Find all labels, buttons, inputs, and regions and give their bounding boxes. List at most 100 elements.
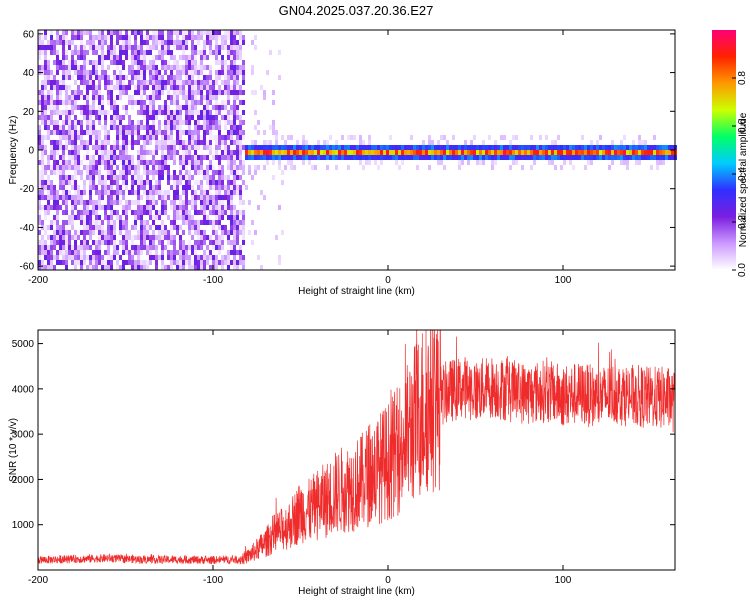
spectrogram-cell <box>332 155 335 160</box>
spectrogram-cell <box>200 100 203 105</box>
spectrogram-cell <box>83 240 86 245</box>
spectrogram-cell <box>38 255 41 260</box>
spectrogram-cell <box>95 50 98 55</box>
spectrogram-cell <box>98 260 101 265</box>
spectrogram-cell <box>347 155 350 160</box>
spectrogram-cell <box>206 155 209 160</box>
spectrogram-cell <box>149 115 152 120</box>
spectrogram-cell <box>107 245 110 250</box>
spectrogram-cell <box>239 70 242 75</box>
spectrogram-cell <box>185 190 188 195</box>
spectrogram-cell <box>233 75 236 80</box>
spectrogram-cell <box>227 50 230 55</box>
spectrogram-cell <box>89 225 92 230</box>
spectrogram-cell <box>122 235 125 240</box>
spectrogram-cell <box>71 90 74 95</box>
spectrogram-cell <box>221 80 224 85</box>
spectrogram-cell <box>671 155 674 160</box>
spectrogram-cell <box>482 155 485 160</box>
spectrogram-cell <box>293 145 296 150</box>
spectrogram-cell <box>167 110 170 115</box>
spectrogram-cell <box>134 140 137 145</box>
spectrogram-cell <box>416 150 419 155</box>
spectrogram-cell <box>194 260 197 265</box>
spectrogram-cell <box>188 150 191 155</box>
spectrogram-cell <box>68 40 71 45</box>
spectrogram-cell <box>164 60 167 65</box>
spectrogram-cell <box>80 35 83 40</box>
spectrogram-cell <box>359 140 362 145</box>
spectrogram-cell <box>47 45 50 50</box>
spectrogram-cell <box>122 75 125 80</box>
spectrogram-cell <box>56 35 59 40</box>
spectrogram-cell <box>131 130 134 135</box>
spectrogram-cell <box>209 130 212 135</box>
spectrogram-cell <box>230 65 233 70</box>
spectrogram-cell <box>218 90 221 95</box>
spectrogram-cell <box>119 145 122 150</box>
spectrogram-cell <box>41 65 44 70</box>
spectrogram-cell <box>104 230 107 235</box>
spectrogram-cell <box>521 155 524 160</box>
spectrogram-cell <box>395 145 398 150</box>
spectrogram-cell <box>110 205 113 210</box>
spectrogram-cell <box>236 130 239 135</box>
spectrogram-cell <box>137 65 140 70</box>
spectrogram-cell <box>218 125 221 130</box>
spectrogram-cell <box>74 150 77 155</box>
spectrogram-cell <box>227 150 230 155</box>
spectrogram-cell <box>113 245 116 250</box>
spectrogram-cell <box>179 240 182 245</box>
spectrogram-cell <box>257 255 260 260</box>
spectrogram-cell <box>668 155 671 160</box>
spectrogram-cell <box>125 30 128 35</box>
spectrogram-cell <box>47 180 50 185</box>
spectrogram-cell <box>206 145 209 150</box>
spectrogram-cell <box>80 210 83 215</box>
spectrogram-cell <box>233 235 236 240</box>
spectrogram-cell <box>155 235 158 240</box>
spectrogram-cell <box>110 125 113 130</box>
spectrogram-cell <box>230 230 233 235</box>
spectrogram-cell <box>632 145 635 150</box>
spectrogram-cell <box>152 230 155 235</box>
spectrogram-cell <box>71 210 74 215</box>
spectrogram-cell <box>77 105 80 110</box>
spectrogram-cell <box>98 215 101 220</box>
spectrogram-cell <box>125 235 128 240</box>
spectrogram-cell <box>95 215 98 220</box>
spectrogram-cell <box>137 150 140 155</box>
spectrogram-cell <box>176 225 179 230</box>
spectrogram-cell <box>188 120 191 125</box>
spectrogram-cell <box>233 100 236 105</box>
spectrogram-cell <box>182 65 185 70</box>
spectrogram-cell <box>98 130 101 135</box>
spectrogram-cell <box>287 160 290 165</box>
spectrogram-cell <box>647 155 650 160</box>
spectrogram-cell <box>92 95 95 100</box>
spectrogram-cell <box>47 100 50 105</box>
spectrogram-cell <box>122 225 125 230</box>
spectrogram-cell <box>635 145 638 150</box>
spectrogram-cell <box>179 165 182 170</box>
spectrogram-cell <box>128 80 131 85</box>
spectrogram-cell <box>191 145 194 150</box>
spectrogram-cell <box>203 30 206 35</box>
colorbar-ticks: 0.00.20.40.60.8 <box>732 71 748 277</box>
spectrogram-cell <box>41 180 44 185</box>
spectrogram-cell <box>170 115 173 120</box>
spectrogram-cell <box>224 45 227 50</box>
spectrogram-cell <box>215 60 218 65</box>
spectrogram-cell <box>155 255 158 260</box>
spectrogram-cell <box>101 195 104 200</box>
spectrogram-cell <box>71 180 74 185</box>
spectrogram-cell <box>143 35 146 40</box>
spectrogram-cell <box>77 200 80 205</box>
spectrogram-cell <box>263 145 266 150</box>
spectrogram-cell <box>116 30 119 35</box>
spectrogram-cell <box>494 150 497 155</box>
spectrogram-cell <box>143 55 146 60</box>
spectrogram-cell <box>236 135 239 140</box>
spectrogram-cell <box>281 230 284 235</box>
spectrogram-cell <box>44 225 47 230</box>
